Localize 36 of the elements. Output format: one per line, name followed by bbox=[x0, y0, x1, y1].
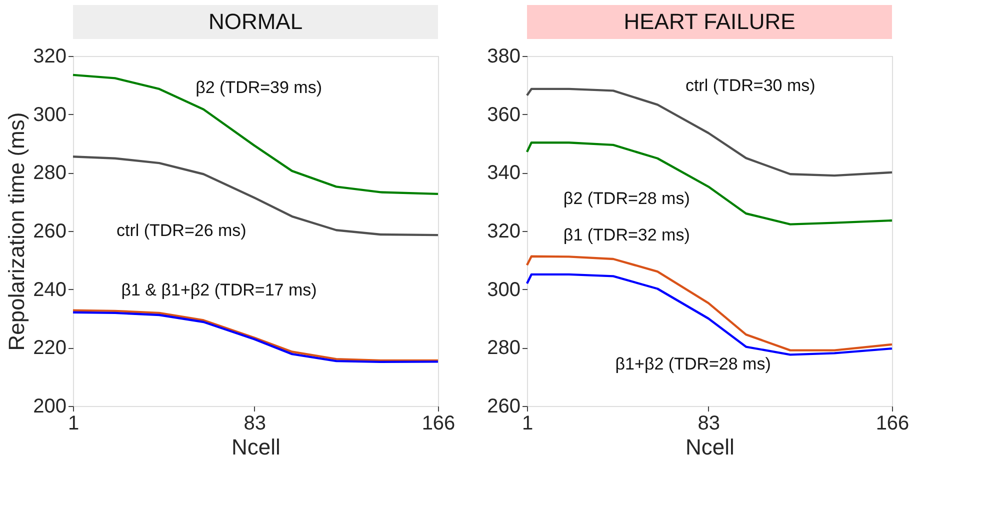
chart-title: HEART FAILURE bbox=[624, 9, 796, 34]
x-tick-label: 166 bbox=[422, 412, 456, 434]
x-tick-label: 1 bbox=[522, 412, 534, 434]
annotation: β1 & β1+β2 (TDR=17 ms) bbox=[121, 280, 317, 300]
y-tick-label: 280 bbox=[487, 337, 520, 360]
y-tick-label: 380 bbox=[487, 46, 520, 68]
chart-title: NORMAL bbox=[208, 9, 303, 34]
annotation: β1+β2 (TDR=28 ms) bbox=[615, 354, 771, 374]
y-tick-label: 360 bbox=[487, 104, 520, 126]
annotation: ctrl (TDR=26 ms) bbox=[116, 221, 246, 240]
line-series bbox=[526, 255, 894, 352]
y-tick-label: 260 bbox=[33, 220, 66, 242]
x-tick-label: 166 bbox=[876, 412, 910, 434]
annotation: β1 (TDR=32 ms) bbox=[563, 226, 690, 245]
y-tick-label: 240 bbox=[33, 278, 66, 301]
y-axis-title: Repolarization time (ms) bbox=[4, 112, 30, 351]
y-tick-label: 280 bbox=[33, 162, 66, 184]
y-tick-label: 300 bbox=[33, 104, 66, 126]
y-tick-label: 320 bbox=[487, 220, 520, 242]
x-axis-title: Ncell bbox=[232, 434, 280, 460]
x-tick-label: 83 bbox=[244, 412, 266, 434]
y-tick-label: 220 bbox=[33, 337, 66, 360]
y-tick-label: 300 bbox=[487, 278, 520, 301]
line-series bbox=[72, 74, 440, 196]
y-tick-label: 200 bbox=[33, 396, 66, 418]
x-tick-label: 1 bbox=[68, 412, 80, 434]
annotation: ctrl (TDR=30 ms) bbox=[685, 76, 816, 95]
annotation: β2 (TDR=39 ms) bbox=[196, 78, 322, 98]
x-tick-label: 83 bbox=[698, 412, 720, 434]
x-axis-title: Ncell bbox=[686, 434, 734, 460]
y-tick-label: 260 bbox=[487, 396, 520, 418]
annotation: β2 (TDR=28 ms) bbox=[563, 189, 690, 208]
y-tick-label: 340 bbox=[487, 162, 520, 184]
y-tick-label: 320 bbox=[33, 46, 66, 68]
line-series bbox=[526, 142, 894, 226]
line-series bbox=[526, 273, 894, 356]
